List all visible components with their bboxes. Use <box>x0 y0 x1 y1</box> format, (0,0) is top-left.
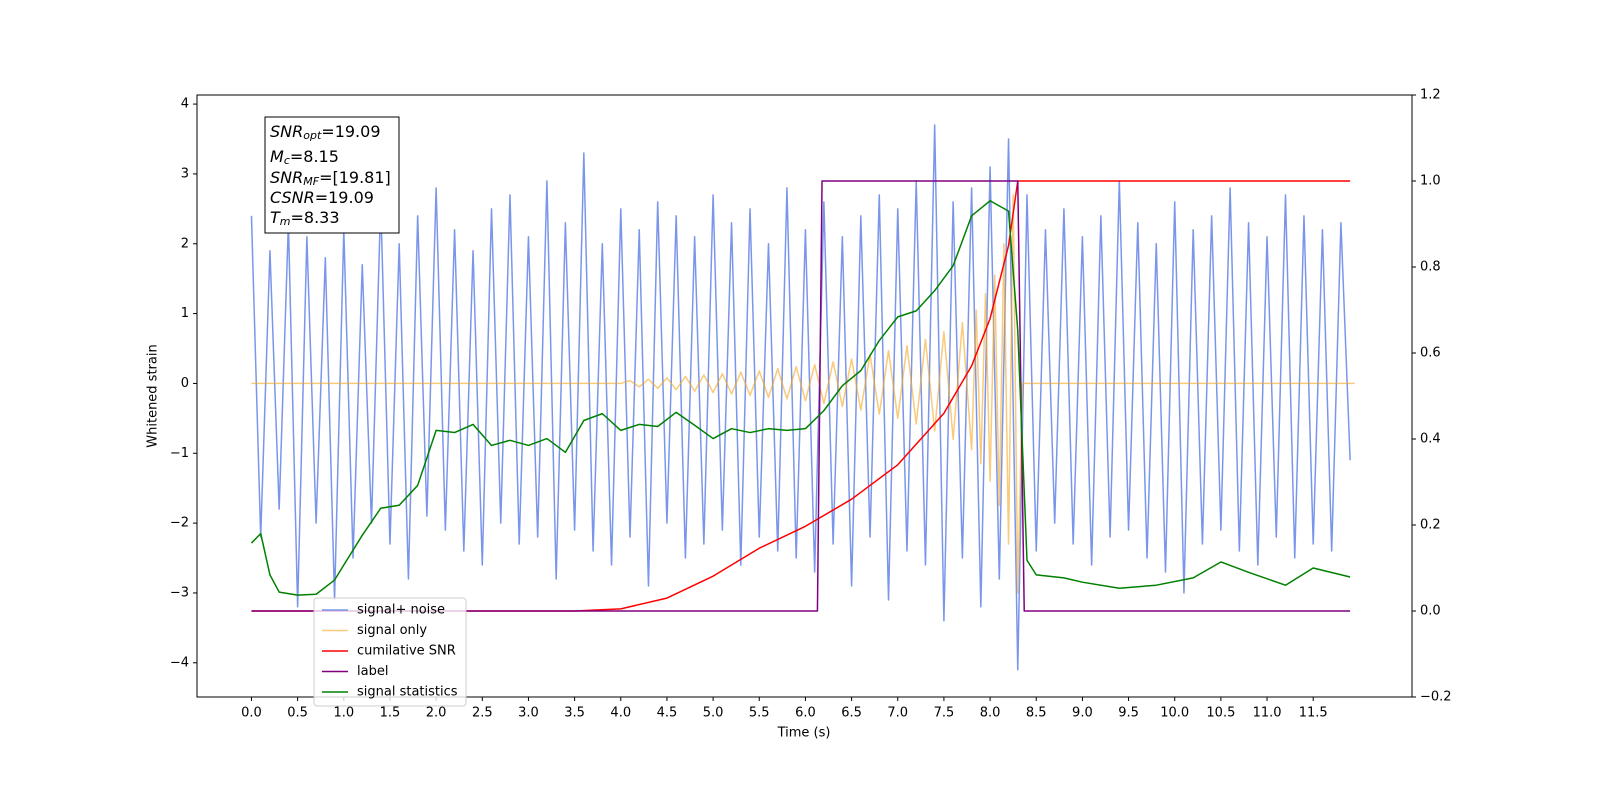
x-tick-label: 1.5 <box>380 706 401 721</box>
y2-tick-label: 0.2 <box>1420 518 1441 533</box>
x-tick-label: 4.5 <box>657 706 678 721</box>
annotation-symbol: CSNR <box>270 188 315 207</box>
x-tick-label: 10.0 <box>1160 706 1189 721</box>
legend-label: signal+ noise <box>357 603 445 618</box>
y-tick-label: 4 <box>181 97 189 112</box>
annotation-text: =8.33 <box>291 208 340 227</box>
x-tick-label: 9.5 <box>1118 706 1139 721</box>
x-tick-label: 3.0 <box>518 706 539 721</box>
x-tick-label: 11.5 <box>1299 706 1328 721</box>
annotation-subscript: c <box>284 154 290 167</box>
annotation-symbol: SNR <box>270 168 303 187</box>
legend-frame <box>313 597 467 707</box>
annotation-subscript: opt <box>303 129 322 142</box>
annotation-symbol: T <box>270 208 281 227</box>
x-tick-label: 6.0 <box>795 706 816 721</box>
annotation: SNRMF=[19.81] <box>270 168 391 189</box>
annotation: CSNR=19.09 <box>270 188 374 207</box>
y-tick-label: 2 <box>181 236 189 251</box>
annotation-subscript: MF <box>303 175 319 188</box>
y-tick-label: −2 <box>170 516 189 531</box>
x-tick-label: 5.0 <box>703 706 724 721</box>
x-tick-label: 3.5 <box>564 706 585 721</box>
x-tick-label: 0.5 <box>287 706 308 721</box>
x-tick-label: 10.5 <box>1206 706 1235 721</box>
y-tick-label: −3 <box>170 585 189 600</box>
annotation: Tm=8.33 <box>270 208 340 229</box>
y-tick-label: 0 <box>181 376 189 391</box>
legend-label: cumilative SNR <box>357 644 456 659</box>
y-tick-label: 1 <box>181 306 189 321</box>
line-series <box>251 180 1351 612</box>
annotation-symbol: M <box>270 147 284 166</box>
annotation: Mc=8.15 <box>270 147 339 168</box>
legend: signal+ noise signal only cumilative SNR la… <box>313 597 467 707</box>
line-series <box>250 124 1351 671</box>
x-axis-label: Time (s) <box>777 726 831 741</box>
annotation-text: =19.09 <box>315 188 374 207</box>
y-tick-label: −1 <box>170 446 189 461</box>
line-series <box>250 200 1351 596</box>
legend-label: label <box>357 664 388 679</box>
axes-frame <box>196 94 1413 698</box>
x-tick-label: 8.0 <box>980 706 1001 721</box>
x-tick-label: 5.5 <box>749 706 770 721</box>
x-tick-label: 6.5 <box>841 706 862 721</box>
y2-tick-label: −0.2 <box>1420 690 1452 705</box>
annotation-text: =[19.81] <box>319 168 391 187</box>
annotation: SNRopt=19.09 <box>270 122 381 143</box>
annotation-text: =8.15 <box>290 147 339 166</box>
ticks: 0.0 0.5 1.0 1.5 2.0 2.5 3.0 3.5 4.0 4.5 5.0 5.5 6.0 6… <box>170 88 1452 721</box>
y2-tick-label: 0.8 <box>1420 260 1441 275</box>
legend-label: signal statistics <box>357 685 458 700</box>
line-series <box>251 180 1351 612</box>
x-tick-label: 7.5 <box>934 706 955 721</box>
y2-tick-label: 0.0 <box>1420 604 1441 619</box>
annotation-frame <box>264 116 400 234</box>
annotation-subscript: m <box>280 215 291 228</box>
x-tick-label: 7.0 <box>887 706 908 721</box>
annotation-symbol: SNR <box>270 122 303 141</box>
annotation-box: SNRopt=19.09Mc=8.15SNRMF=[19.81]CSNR=19.… <box>264 116 400 234</box>
x-tick-label: 0.0 <box>241 706 262 721</box>
annotation-text: =19.09 <box>321 122 380 141</box>
y-tick-label: −4 <box>170 655 189 670</box>
y2-tick-label: 1.2 <box>1420 88 1441 103</box>
x-tick-label: 4.0 <box>610 706 631 721</box>
x-tick-label: 8.5 <box>1026 706 1047 721</box>
x-tick-label: 1.0 <box>333 706 354 721</box>
x-tick-label: 2.0 <box>426 706 447 721</box>
x-tick-label: 2.5 <box>472 706 493 721</box>
y2-tick-label: 1.0 <box>1420 174 1441 189</box>
legend-label: signal only <box>357 623 427 638</box>
x-tick-label: 11.0 <box>1253 706 1282 721</box>
y2-tick-label: 0.4 <box>1420 432 1441 447</box>
x-tick-label: 9.0 <box>1072 706 1093 721</box>
plot-area <box>250 124 1355 671</box>
y2-tick-label: 0.6 <box>1420 346 1441 361</box>
y-tick-label: 3 <box>181 166 189 181</box>
y-axis-label: Whitened strain <box>146 344 161 447</box>
